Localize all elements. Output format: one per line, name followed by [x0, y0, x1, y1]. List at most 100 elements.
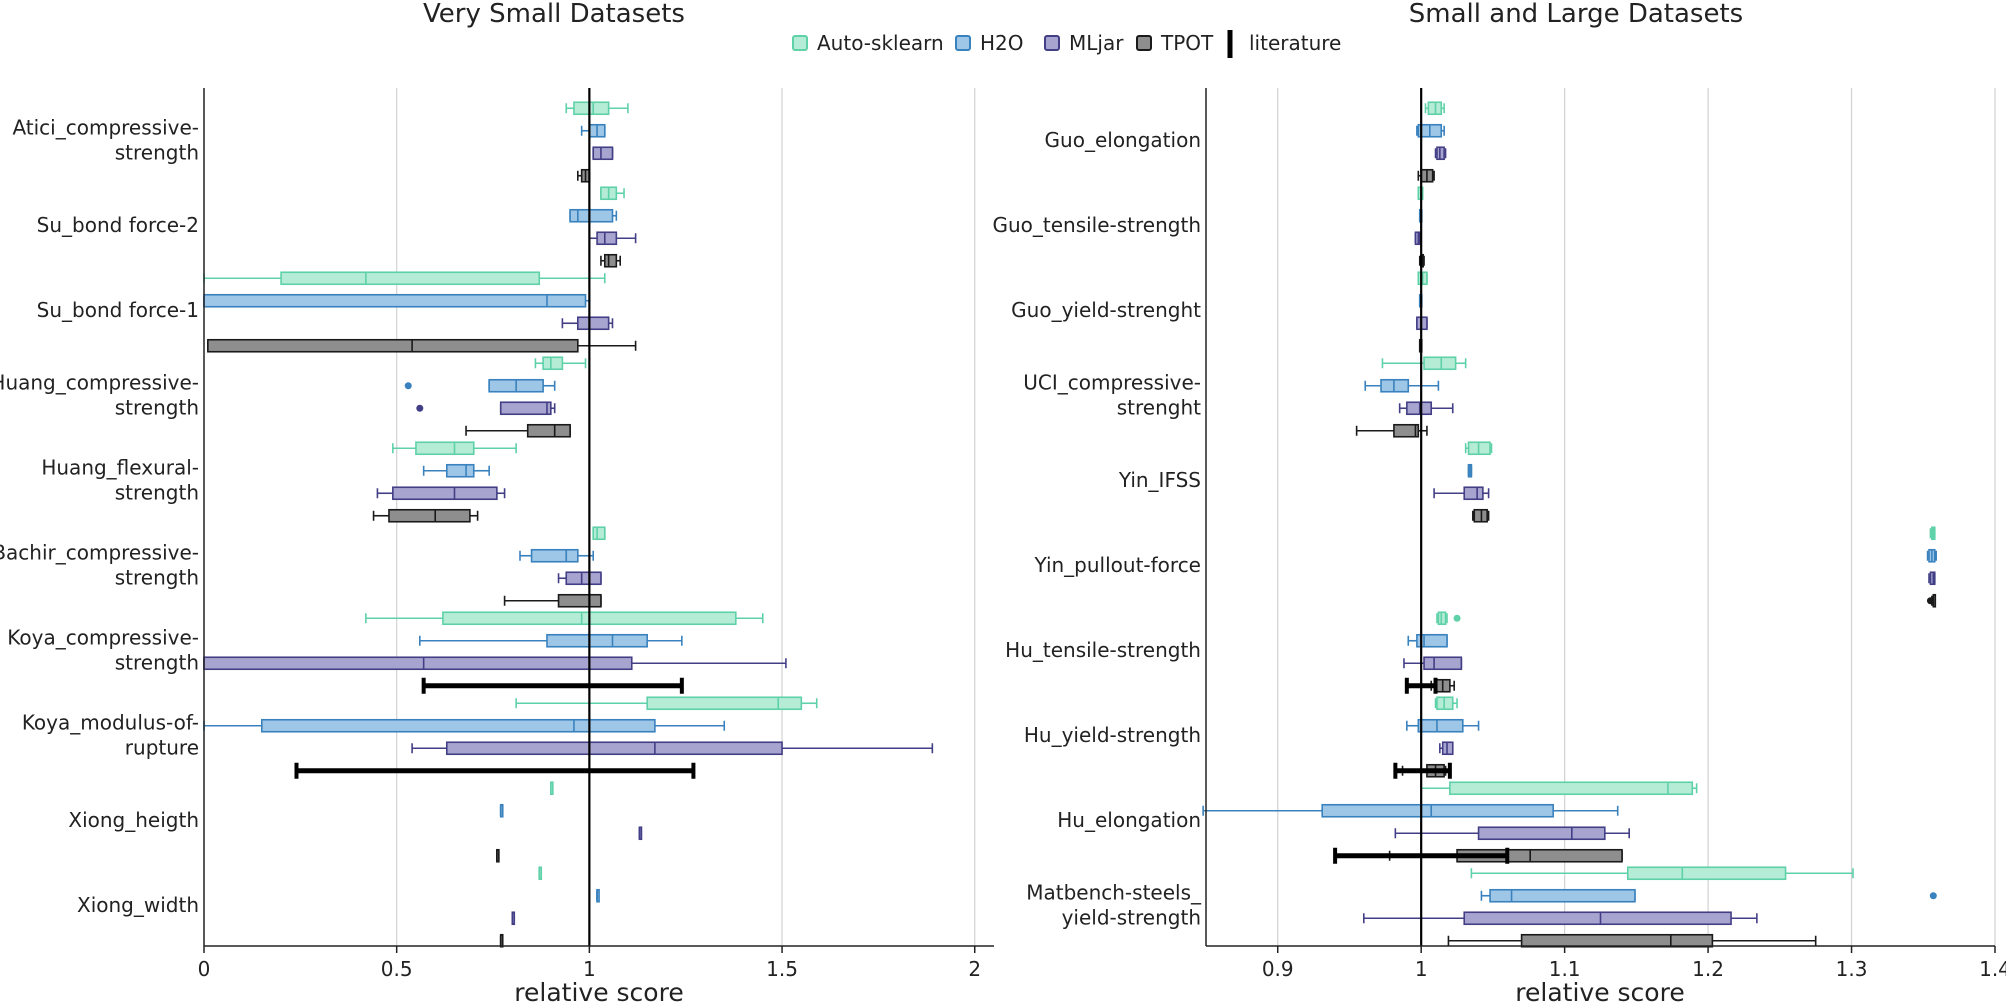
box-h2o-koya-compressive-strength	[419, 633, 683, 648]
category-label-hu-yield-strength: Hu_yield-strength	[1024, 723, 1201, 747]
legend-item-mljar: MLjar	[1044, 31, 1124, 55]
category-label-atici-compressive-strength: Atici_compressive-strength	[12, 116, 199, 165]
category-label-line: Koya_compressive-	[7, 626, 199, 650]
x-tick-label: 1	[1415, 957, 1428, 981]
panel-marks	[1202, 88, 1937, 948]
box-iqr	[1463, 486, 1484, 501]
box-auto-sklearn-matbench-steels-yield-strength	[1470, 866, 1854, 881]
box-h2o-matbench-steels-yield-strength	[1480, 888, 1937, 903]
box-tpot-su-bond-force-1	[207, 338, 637, 353]
x-tick-label: 1.2	[1692, 957, 1724, 981]
box-auto-sklearn-huang-compressive-strength	[534, 356, 587, 371]
box-h2o-hu-yield-strength	[1406, 718, 1480, 733]
box-tpot-uci-compressive-strenght	[1355, 423, 1428, 438]
box-tpot-yin-pullout-force	[1926, 593, 1937, 608]
category-label-yin-pullout-force: Yin_pullout-force	[1033, 553, 1201, 577]
box-auto-sklearn-xiong-width	[538, 866, 543, 881]
box-auto-sklearn-huang-flexural-strength	[392, 441, 517, 456]
box-iqr	[392, 486, 498, 501]
panel-grid	[1277, 88, 1996, 946]
box-iqr	[261, 718, 656, 733]
category-label-line: Huang_flexural-	[41, 456, 199, 480]
x-axis-ticks: 0.9 1 1.1 1.2 1.3 1.4	[1262, 946, 2006, 981]
category-label-line: Matbench-steels_	[1026, 881, 1202, 905]
box-iqr	[1423, 356, 1457, 371]
box-iqr	[499, 401, 552, 416]
outlier-point	[1926, 597, 1934, 605]
legend-label-tpot: TPOT	[1160, 31, 1214, 55]
x-axis-ticks: 0 0.5 1 1.5 2	[198, 946, 981, 981]
category-label-hu-tensile-strength: Hu_tensile-strength	[1005, 638, 1201, 662]
category-label-yin-ifss: Yin_IFSS	[1118, 468, 1201, 492]
box-auto-sklearn-yin-pullout-force	[1929, 526, 1936, 541]
category-label-line: Yin_IFSS	[1118, 468, 1201, 492]
box-tpot-xiong-width	[499, 933, 504, 948]
box-auto-sklearn-yin-ifss	[1464, 441, 1493, 456]
category-label-line: Guo_yield-strenght	[1011, 298, 1201, 322]
legend-swatch-h2o	[955, 35, 971, 51]
box-mljar-xiong-heigth	[638, 826, 643, 841]
outlier-point	[404, 382, 412, 390]
box-mljar-xiong-width	[511, 911, 516, 926]
x-axis-title: relative score	[514, 978, 683, 1003]
y-axis-labels: Atici_compressive-strength Su_bond force-…	[0, 116, 199, 918]
category-label-su-bond-force-1: Su_bond force-1	[37, 298, 199, 322]
category-label-line: Guo_elongation	[1045, 128, 1201, 152]
category-label-line: strength	[115, 566, 199, 590]
box-iqr	[577, 316, 610, 331]
legend-item-literature: literature	[1227, 30, 1341, 58]
category-label-line: strength	[115, 141, 199, 165]
category-label-uci-compressive-strenght: UCI_compressive-strenght	[1023, 371, 1201, 420]
box-mljar-guo-tensile-strength	[1414, 231, 1421, 246]
category-label-line: yield-strength	[1062, 906, 1201, 930]
legend-item-auto-sklearn: Auto-sklearn	[792, 31, 944, 55]
category-label-line: strength	[115, 651, 199, 675]
legend-label-mljar: MLjar	[1069, 31, 1124, 55]
category-label-xiong-heigth: Xiong_heigth	[68, 808, 199, 832]
legend-swatch-auto-sklearn	[792, 35, 808, 51]
category-label-guo-elongation: Guo_elongation	[1045, 128, 1201, 152]
category-label-line: Xiong_width	[77, 893, 199, 917]
box-iqr	[1417, 718, 1464, 733]
outlier-point	[1453, 614, 1461, 622]
x-axis-title: relative score	[1515, 978, 1684, 1003]
legend-item-tpot: TPOT	[1136, 31, 1214, 55]
box-tpot-huang-compressive-strength	[465, 423, 571, 438]
x-tick-label: 2	[968, 957, 981, 981]
category-label-line: Bachir_compressive-	[0, 541, 199, 565]
literature-range-koya-modulus-of-rupture	[294, 762, 696, 779]
box-tpot-yin-ifss	[1472, 508, 1490, 523]
box-iqr	[1423, 656, 1463, 671]
x-tick-label: 1.3	[1836, 957, 1868, 981]
box-mljar-koya-modulus-of-rupture	[411, 741, 934, 756]
box-h2o-yin-pullout-force	[1926, 548, 1937, 563]
box-iqr	[557, 593, 602, 608]
box-iqr	[546, 633, 648, 648]
x-tick-label: 1.5	[766, 957, 798, 981]
box-iqr	[203, 293, 587, 308]
box-auto-sklearn-su-bond-force-1	[203, 271, 606, 286]
box-mljar-yin-pullout-force	[1928, 571, 1936, 586]
category-label-line: Hu_yield-strength	[1024, 723, 1201, 747]
box-mljar-bachir-compressive-strength	[557, 571, 602, 586]
category-label-line: strength	[115, 481, 199, 505]
box-auto-sklearn-uci-compressive-strenght	[1381, 356, 1467, 371]
box-auto-sklearn-hu-yield-strength	[1434, 696, 1458, 711]
panel-marks	[203, 88, 934, 948]
box-h2o-hu-elongation	[1202, 803, 1619, 818]
legend-label-auto-sklearn: Auto-sklearn	[817, 31, 944, 55]
box-iqr	[203, 656, 633, 671]
box-iqr	[530, 548, 579, 563]
category-label-line: Koya_modulus-of-	[22, 711, 199, 735]
category-label-line: Su_bond force-1	[37, 298, 199, 322]
box-h2o-uci-compressive-strenght	[1364, 378, 1440, 393]
box-mljar-hu-yield-strength	[1439, 741, 1454, 756]
box-iqr	[1463, 911, 1732, 926]
box-h2o-hu-tensile-strength	[1407, 633, 1448, 648]
box-auto-sklearn-su-bond-force-2	[600, 186, 625, 201]
category-label-line: Yin_pullout-force	[1033, 553, 1201, 577]
box-tpot-xiong-heigth	[496, 848, 500, 863]
category-label-line: Guo_tensile-strength	[992, 213, 1201, 237]
box-iqr	[1477, 826, 1606, 841]
